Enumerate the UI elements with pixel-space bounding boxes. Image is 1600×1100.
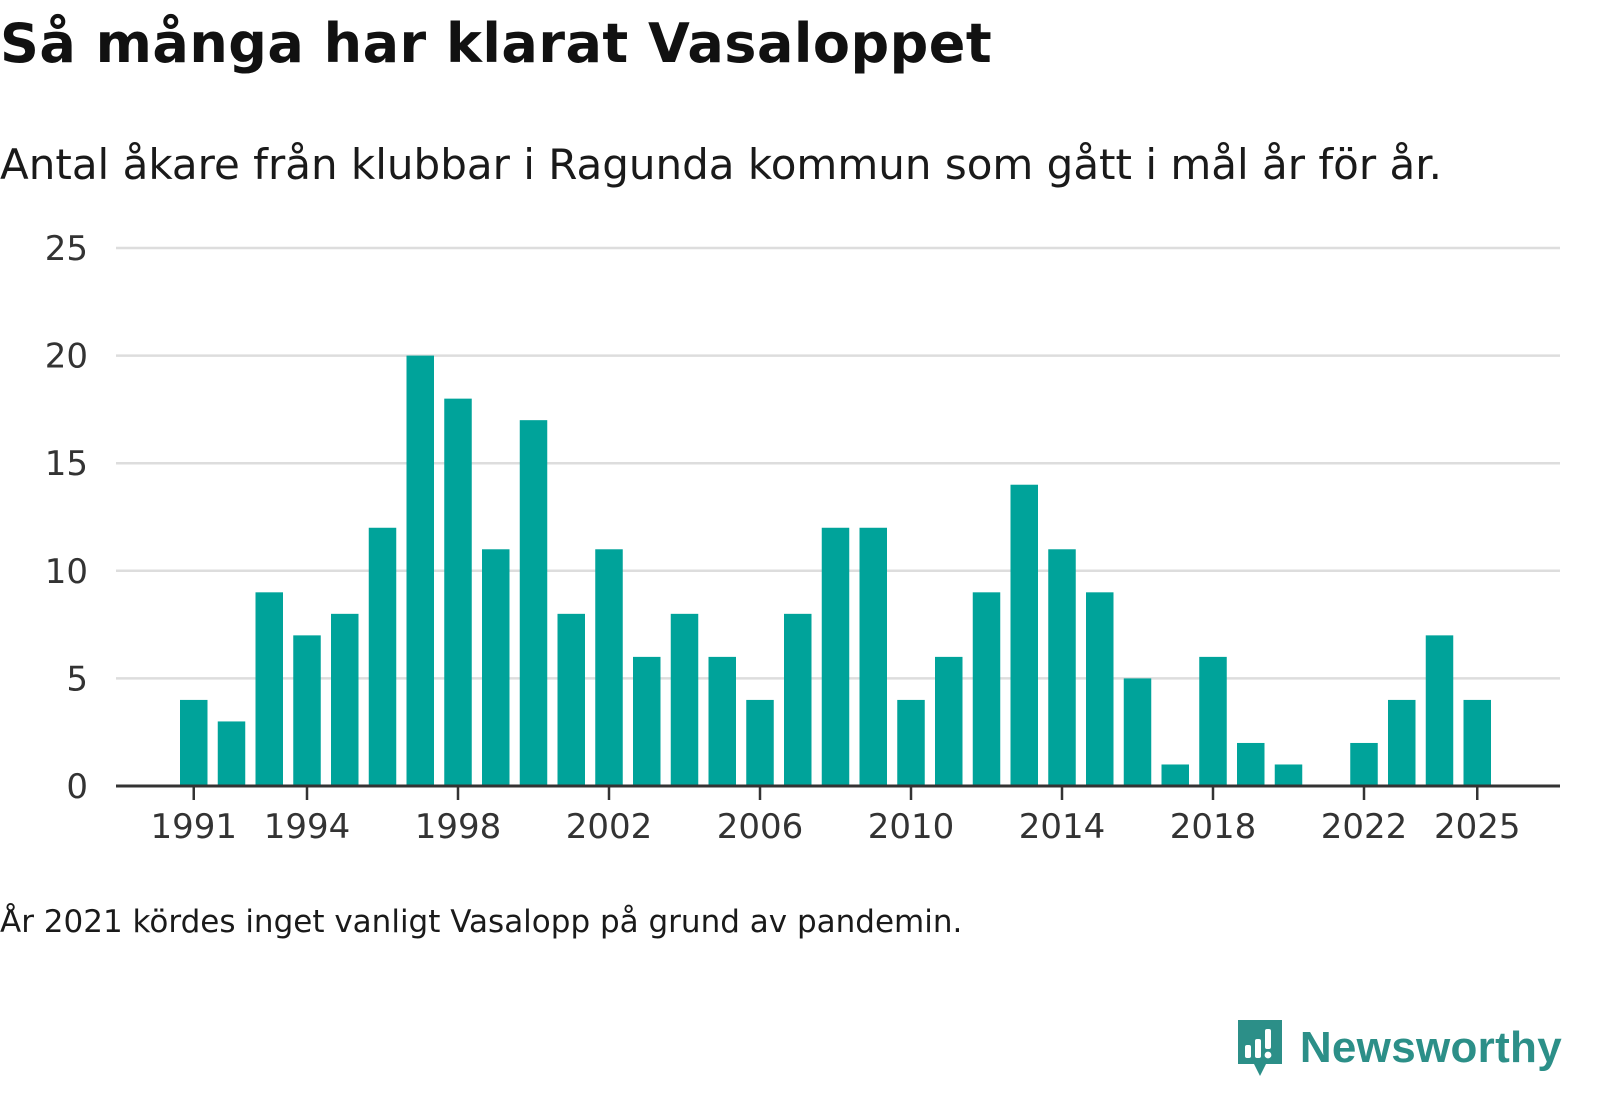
x-axis-ticks: 1991 1994 1998 2002 2006 2010 2014 2018 2022 2025 [150, 786, 1521, 847]
bar-2003 [633, 656, 661, 786]
x-tick-label: 1998 [415, 807, 502, 847]
x-tick-label: 2010 [868, 807, 955, 847]
bar-2001 [557, 613, 585, 786]
y-tick-label: 20 [45, 337, 88, 377]
x-tick-label: 1994 [264, 807, 351, 847]
y-tick-label: 25 [45, 229, 88, 269]
y-axis-ticks: 0 5 10 15 20 25 [45, 229, 88, 807]
bar-2008 [821, 527, 850, 786]
bar-1994 [293, 635, 321, 786]
bar-2011 [935, 656, 963, 786]
bar-2023 [1388, 699, 1416, 786]
bar-1995 [331, 613, 359, 786]
bar-1993 [255, 592, 283, 786]
bar-1997 [406, 355, 434, 786]
x-tick-label: 2002 [566, 807, 653, 847]
brand-name: Newsworthy [1299, 1023, 1562, 1072]
bar-2013 [1010, 484, 1038, 786]
brand-logo: Newsworthy [1234, 1018, 1562, 1078]
bar-2016 [1123, 678, 1152, 786]
bar-1992 [217, 721, 246, 786]
bar-2019 [1237, 742, 1265, 786]
bar-2010 [897, 699, 925, 786]
chart-title: Så många har klarat Vasaloppet [0, 12, 993, 75]
x-tick-label: 2006 [717, 807, 804, 847]
bar-2024 [1425, 635, 1454, 786]
x-tick-label: 2022 [1321, 807, 1408, 847]
bar-1996 [368, 527, 397, 786]
y-tick-label: 5 [66, 659, 88, 699]
chart-subtitle: Antal åkare från klubbar i Ragunda kommu… [0, 140, 1442, 189]
x-tick-label: 2018 [1170, 807, 1257, 847]
bar-2015 [1086, 592, 1114, 786]
newsworthy-logo-icon [1237, 1020, 1282, 1076]
bar-2005 [708, 656, 736, 786]
y-tick-label: 0 [66, 767, 88, 807]
x-tick-label: 2025 [1434, 807, 1521, 847]
bar-2002 [595, 549, 623, 786]
bar-1999 [482, 549, 510, 786]
y-tick-label: 15 [45, 444, 88, 484]
bar-2004 [670, 613, 699, 786]
x-tick-label: 2014 [1019, 807, 1106, 847]
footnote: År 2021 kördes inget vanligt Vasalopp på… [0, 904, 963, 940]
bar-2017 [1161, 764, 1189, 786]
bar-2020 [1274, 764, 1303, 786]
bar-2007 [784, 613, 812, 786]
bar-2000 [519, 420, 548, 786]
bar-2012 [972, 592, 1001, 786]
y-tick-label: 10 [45, 552, 88, 592]
bar-2006 [746, 699, 774, 786]
bar-2025 [1463, 699, 1491, 786]
bar-2014 [1048, 549, 1076, 786]
bar-1991 [180, 699, 208, 786]
bar-2009 [859, 527, 887, 786]
bar-2018 [1199, 656, 1227, 786]
bar-2022 [1350, 742, 1378, 786]
x-tick-label: 1991 [150, 807, 237, 847]
bar-1998 [444, 398, 472, 786]
bars [180, 355, 1491, 786]
